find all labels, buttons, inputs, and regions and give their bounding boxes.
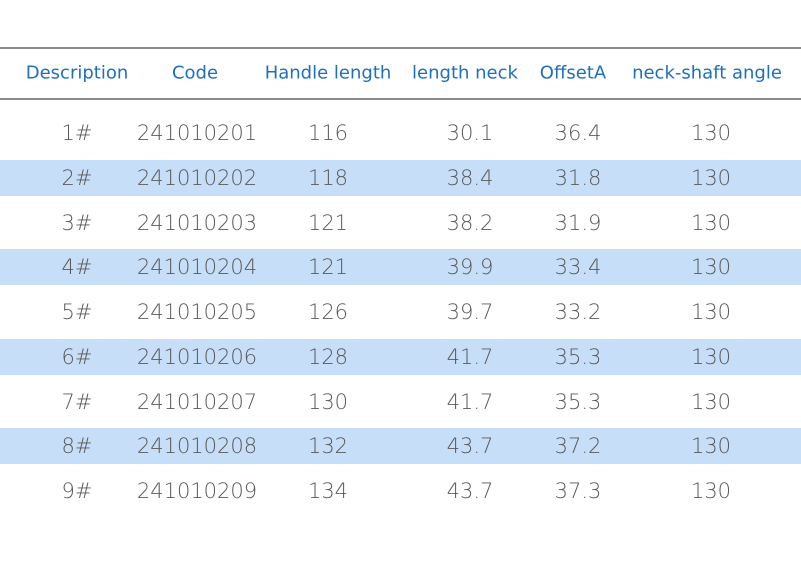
table-cell: 4# bbox=[61, 255, 93, 280]
table-cell: 126 bbox=[307, 300, 349, 324]
table-cell: 130 bbox=[307, 389, 349, 414]
column-header: Handle length bbox=[264, 62, 392, 84]
table-cell: 43.7 bbox=[446, 434, 494, 459]
table-cell: 130 bbox=[690, 121, 732, 145]
table-cell: 41.7 bbox=[446, 389, 494, 414]
header-rule bbox=[0, 98, 801, 100]
column-header: Code bbox=[171, 62, 219, 84]
table-cell: 5# bbox=[61, 300, 93, 324]
table-cell: 3# bbox=[61, 210, 93, 235]
table-cell: 43.7 bbox=[446, 479, 494, 503]
row-stripe bbox=[0, 338, 801, 375]
table-cell: 132 bbox=[307, 434, 349, 459]
table-cell: 2# bbox=[61, 165, 93, 190]
table-cell: 130 bbox=[690, 344, 732, 369]
row-stripe bbox=[0, 428, 801, 465]
table-cell: 241010209 bbox=[136, 479, 258, 503]
table-cell: 31.8 bbox=[554, 165, 602, 190]
table-cell: 31.9 bbox=[554, 210, 602, 235]
row-stripe bbox=[0, 159, 801, 196]
table-cell: 33.2 bbox=[554, 300, 602, 324]
table-cell: 116 bbox=[307, 121, 349, 145]
table-cell: 7# bbox=[61, 389, 93, 414]
table-cell: 33.4 bbox=[554, 255, 602, 280]
table-cell: 30.1 bbox=[446, 121, 494, 145]
table-cell: 130 bbox=[690, 300, 732, 324]
table-cell: 130 bbox=[690, 255, 732, 280]
table-cell: 241010207 bbox=[136, 389, 258, 414]
table-cell: 130 bbox=[690, 434, 732, 459]
column-header: OffsetA bbox=[539, 62, 607, 84]
table-cell: 128 bbox=[307, 344, 349, 369]
table-cell: 35.3 bbox=[554, 344, 602, 369]
table-cell: 39.9 bbox=[446, 255, 494, 280]
table-cell: 130 bbox=[690, 479, 732, 503]
row-stripe bbox=[0, 249, 801, 286]
table-cell: 6# bbox=[61, 344, 93, 369]
table-cell: 121 bbox=[307, 210, 349, 235]
table-cell: 1# bbox=[61, 121, 93, 145]
column-header: Description bbox=[25, 62, 129, 84]
table-cell: 39.7 bbox=[446, 300, 494, 324]
table-cell: 35.3 bbox=[554, 389, 602, 414]
table-cell: 134 bbox=[307, 479, 349, 503]
table-cell: 241010206 bbox=[136, 344, 258, 369]
table-cell: 41.7 bbox=[446, 344, 494, 369]
table-cell: 38.2 bbox=[446, 210, 494, 235]
table-cell: 241010208 bbox=[136, 434, 258, 459]
table-cell: 241010203 bbox=[136, 210, 258, 235]
table-cell: 121 bbox=[307, 255, 349, 280]
table-cell: 130 bbox=[690, 389, 732, 414]
table-cell: 241010204 bbox=[136, 255, 258, 280]
table-cell: 36.4 bbox=[554, 121, 602, 145]
column-header: length neck bbox=[412, 62, 518, 84]
column-header: neck-shaft angle bbox=[632, 62, 782, 84]
table-cell: 130 bbox=[690, 210, 732, 235]
table-cell: 241010201 bbox=[136, 121, 258, 145]
table-cell: 241010202 bbox=[136, 165, 258, 190]
table-cell: 37.2 bbox=[554, 434, 602, 459]
table-cell: 9# bbox=[61, 479, 93, 503]
table-cell: 37.3 bbox=[554, 479, 602, 503]
table-cell: 8# bbox=[61, 434, 93, 459]
table-cell: 241010205 bbox=[136, 300, 258, 324]
table-cell: 38.4 bbox=[446, 165, 494, 190]
table-cell: 118 bbox=[307, 165, 349, 190]
top-rule bbox=[0, 47, 801, 49]
table-cell: 130 bbox=[690, 165, 732, 190]
